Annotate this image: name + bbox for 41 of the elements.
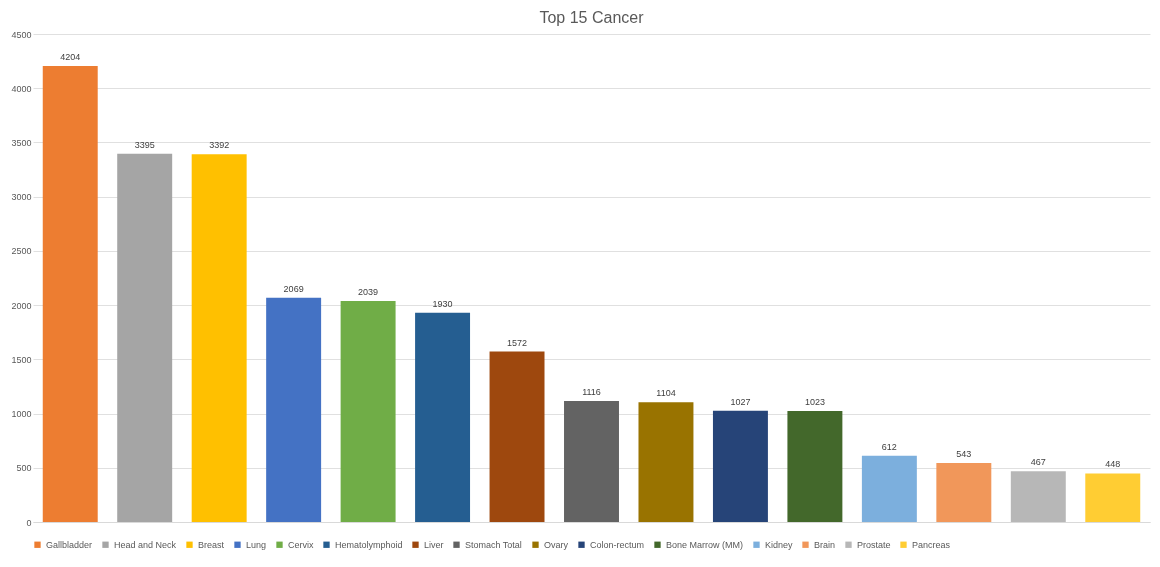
legend-label: Gallbladder [46,539,93,550]
y-tick-label: 2500 [11,246,32,257]
legend-label: Prostate [857,539,891,550]
y-tick-label: 0 [26,517,32,528]
y-tick-label: 4000 [11,83,32,94]
data-label: 3392 [209,140,230,151]
y-tick-label: 2000 [11,300,32,311]
data-label: 1027 [730,396,751,407]
data-label: 1572 [507,337,528,348]
y-tick-label: 4500 [11,29,32,40]
y-tick-label: 500 [16,463,32,474]
data-label: 2039 [358,286,379,297]
y-tick-label: 3500 [11,137,32,148]
data-label: 467 [1030,457,1046,468]
y-tick-label: 3000 [11,192,32,203]
data-label: 1023 [804,397,825,408]
data-label: 448 [1105,459,1121,470]
legend-label: Liver [424,539,444,550]
legend-label: Brain [814,539,836,550]
data-label: 3395 [134,139,155,150]
legend-label: Ovary [544,539,569,550]
legend-label: Kidney [765,539,794,550]
y-tick-label: 1500 [11,354,32,365]
legend-label: Colon-rectum [590,539,645,550]
data-label: 543 [956,449,972,460]
legend-label: Stomach Total [465,539,522,550]
data-label: 4204 [60,52,81,63]
legend-label: Cervix [288,539,314,550]
legend-label: Head and Neck [114,539,177,550]
chart-title: Top 15 Cancer [539,9,645,26]
legend-label: Bone Marrow (MM) [666,539,744,550]
legend-label: Lung [246,539,267,550]
data-label: 612 [881,441,897,452]
data-label: 1104 [656,388,676,399]
y-tick-label: 1000 [11,409,32,420]
legend-label: Pancreas [912,539,951,550]
legend-label: Hematolymphoid [335,539,403,550]
legend-label: Breast [198,539,225,550]
data-label: 2069 [283,283,304,294]
data-label: 1930 [432,298,453,309]
data-label: 1116 [582,386,601,397]
